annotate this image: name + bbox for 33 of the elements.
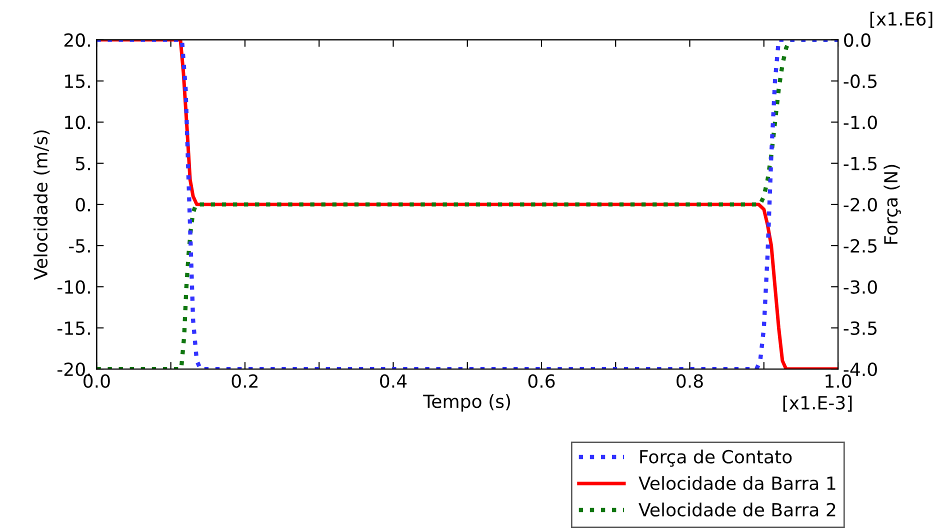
x-tick-label: 0.4 [380,374,407,388]
x-tick-label: 0.0 [84,374,110,388]
y-axis-title: Velocidade (m/s) [34,130,50,280]
y2-tick-label: -1.0 [844,116,877,130]
x-tick-label: 0.2 [232,374,258,388]
y-tick-label: -5. [68,239,90,253]
legend-label: Velocidade da Barra 1 [638,476,836,490]
legend-label: Velocidade de Barra 2 [638,502,836,517]
y-tick-label: 5. [76,156,90,170]
y-tick-label: 20. [64,33,90,47]
y2-tick-label: -3.5 [844,321,877,336]
y-tick-label: -15. [57,322,90,336]
y-tick-label: 15. [65,74,90,88]
y2-tick-label: -3.0 [844,280,877,294]
text: [x1.E-3] [783,396,852,412]
y2-tick-label: -2.5 [844,239,877,253]
y2-tick-label: -1.5 [844,156,877,170]
x-axis-title: Tempo (s) [423,394,510,412]
y-tick-label: 0. [76,198,90,212]
line-series [96,40,838,370]
x-tick-label: 0.6 [528,374,555,388]
y-tick-label: -10. [57,280,90,294]
y2-tick-label: -0.5 [844,74,877,88]
text: [x1.E6] [870,12,932,28]
y2-tick-label: -4.0 [844,362,877,376]
y-tick-label: -20. [57,362,90,376]
x-tick-label: 1.0 [826,374,852,388]
y-tick-label: 10. [65,116,90,130]
y2-tick-label: -2.0 [844,198,877,212]
y2-tick-label: 0.0 [844,33,870,47]
legend-label: Força de Contato [640,450,792,467]
x-tick-label: 0.8 [676,374,703,388]
y2-axis-title: Força (N) [884,164,901,244]
